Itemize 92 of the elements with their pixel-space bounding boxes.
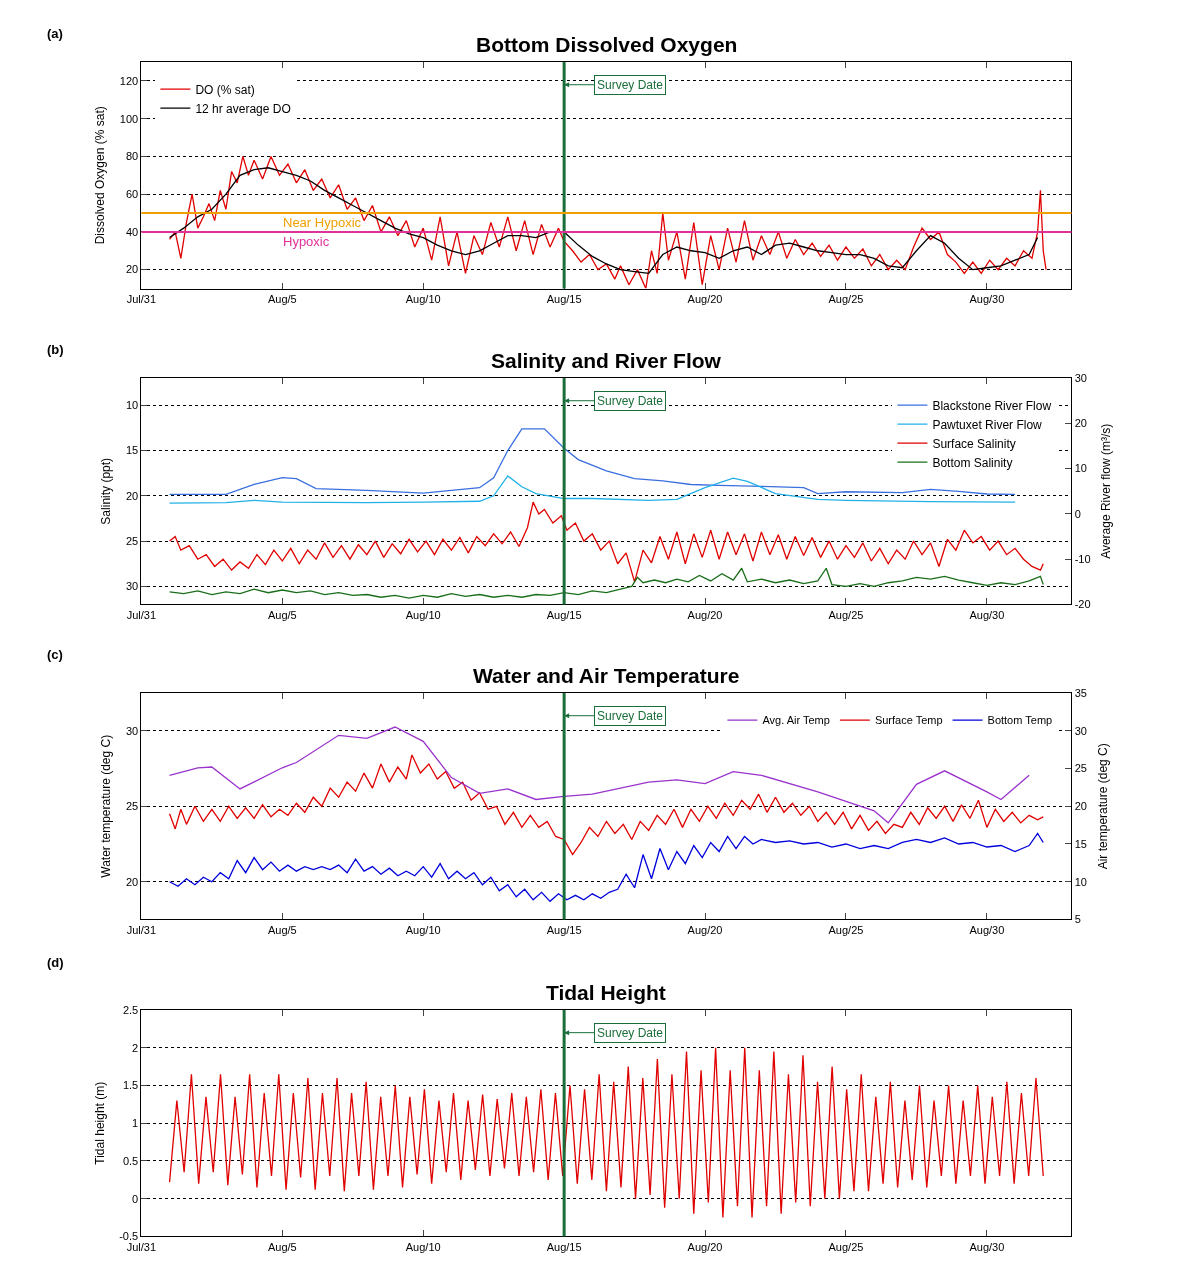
y2-tick-label: 5	[1074, 913, 1081, 926]
ref-line-label: Survey Date	[597, 709, 664, 723]
y-tick-label: 60	[125, 188, 139, 201]
y-axis-title: Water temperature (deg C)	[99, 734, 114, 878]
x-tick-label: Aug/5	[267, 1240, 297, 1253]
y2-tick-label: 15	[1074, 837, 1087, 850]
y-axis-title: Dissolved Oxygen (% sat)	[93, 106, 108, 245]
x-tick-label: Aug/15	[546, 292, 582, 305]
text: (b)	[47, 342, 64, 357]
chart-title: Bottom Dissolved Oxygen	[476, 33, 738, 56]
x-tick-label: Aug/10	[405, 292, 441, 305]
legend-label: 12 hr average DO	[195, 101, 291, 116]
y2-tick-label: 20	[1074, 417, 1087, 430]
x-tick-label: Aug/5	[267, 608, 297, 621]
ref-line-label: Survey Date	[597, 394, 664, 408]
y-tick-label: 30	[125, 724, 139, 737]
chart-title: Tidal Height	[546, 981, 666, 1004]
legend-label: Surface Salinity	[932, 436, 1016, 451]
ref-line-label: Survey Date	[597, 78, 664, 92]
x-tick-label: Aug/20	[687, 608, 723, 621]
y-tick-label: 20	[125, 875, 139, 888]
y2-tick-label: 20	[1074, 800, 1087, 813]
ref-line-label: Hypoxic	[283, 234, 330, 249]
legend-label: Surface Temp	[874, 714, 943, 727]
legend-label: Bottom Temp	[987, 714, 1053, 727]
y2-tick-label: 10	[1074, 462, 1087, 475]
x-tick-label: Aug/5	[267, 923, 297, 936]
y-tick-label: -0.5	[119, 1230, 139, 1243]
y2-axis-title: Average River flow (m³/s)	[1099, 423, 1114, 559]
y-axis-title: Tidal height (m)	[92, 1081, 107, 1165]
text: (a)	[47, 26, 63, 41]
y-tick-label: 20	[125, 263, 139, 276]
x-tick-label: Aug/20	[687, 923, 723, 936]
text: (d)	[47, 955, 64, 970]
x-tick-label: Aug/15	[546, 608, 582, 621]
x-tick-label: Aug/15	[546, 1240, 582, 1253]
y-tick-label: 25	[125, 800, 139, 813]
y-tick-label: 2	[132, 1041, 139, 1054]
y-tick-label: 80	[125, 150, 139, 163]
line-series	[168, 1047, 1044, 1219]
x-tick-label: Jul/31	[126, 292, 157, 305]
y2-tick-label: 25	[1074, 762, 1087, 775]
y2-tick-label: 0	[1074, 507, 1081, 520]
x-tick-label: Aug/20	[687, 292, 723, 305]
y-tick-label: 120	[119, 74, 139, 87]
ref-line-label: Near Hypoxic	[283, 215, 362, 230]
x-tick-label: Jul/31	[126, 1240, 157, 1253]
legend-label: Avg. Air Temp	[762, 714, 830, 727]
y-tick-label: 15	[125, 444, 139, 457]
legend-label: DO (% sat)	[195, 82, 255, 97]
text: (c)	[47, 647, 63, 662]
x-tick-label: Aug/30	[969, 1240, 1005, 1253]
x-tick-label: Jul/31	[126, 608, 157, 621]
x-tick-label: Aug/25	[828, 292, 864, 305]
x-tick-label: Aug/20	[687, 1240, 723, 1253]
x-tick-label: Aug/25	[828, 923, 864, 936]
y-tick-label: 40	[125, 225, 139, 238]
y-tick-label: 1.5	[122, 1079, 139, 1092]
y2-tick-label: 10	[1074, 875, 1087, 888]
y-tick-label: 100	[119, 112, 139, 125]
x-tick-label: Aug/10	[405, 608, 441, 621]
x-tick-label: Aug/10	[405, 1240, 441, 1253]
chart-title: Water and Air Temperature	[473, 664, 740, 687]
x-tick-label: Aug/5	[267, 292, 297, 305]
y2-tick-label: 30	[1074, 724, 1087, 737]
y2-axis-title: Air temperature (deg C)	[1095, 743, 1110, 870]
x-tick-label: Aug/30	[969, 292, 1005, 305]
ref-line-label: Survey Date	[597, 1026, 664, 1040]
x-tick-label: Aug/30	[969, 923, 1005, 936]
y-tick-label: 1	[132, 1117, 139, 1130]
y2-tick-label: -10	[1074, 553, 1091, 566]
legend-label: Pawtuxet River Flow	[932, 417, 1043, 432]
y-tick-label: 2.5	[122, 1003, 139, 1016]
y2-tick-label: 35	[1074, 686, 1087, 699]
x-tick-label: Aug/30	[969, 608, 1005, 621]
x-tick-label: Aug/10	[405, 923, 441, 936]
x-tick-label: Aug/25	[828, 1240, 864, 1253]
y-tick-label: 0	[132, 1192, 139, 1205]
y-tick-label: 0.5	[122, 1154, 139, 1167]
legend-label: Blackstone River Flow	[932, 398, 1052, 413]
y-tick-label: 20	[125, 489, 139, 502]
x-tick-label: Aug/25	[828, 608, 864, 621]
y-tick-label: 25	[125, 534, 139, 547]
x-tick-label: Aug/15	[546, 923, 582, 936]
y2-tick-label: 30	[1074, 371, 1087, 384]
y2-tick-label: -20	[1074, 598, 1091, 611]
y-tick-label: 30	[125, 580, 139, 593]
x-tick-label: Jul/31	[126, 923, 157, 936]
legend-label: Bottom Salinity	[932, 455, 1013, 470]
y-axis-title: Salinity (ppt)	[99, 457, 114, 525]
chart-title: Salinity and River Flow	[491, 349, 722, 372]
y-tick-label: 10	[125, 399, 139, 412]
